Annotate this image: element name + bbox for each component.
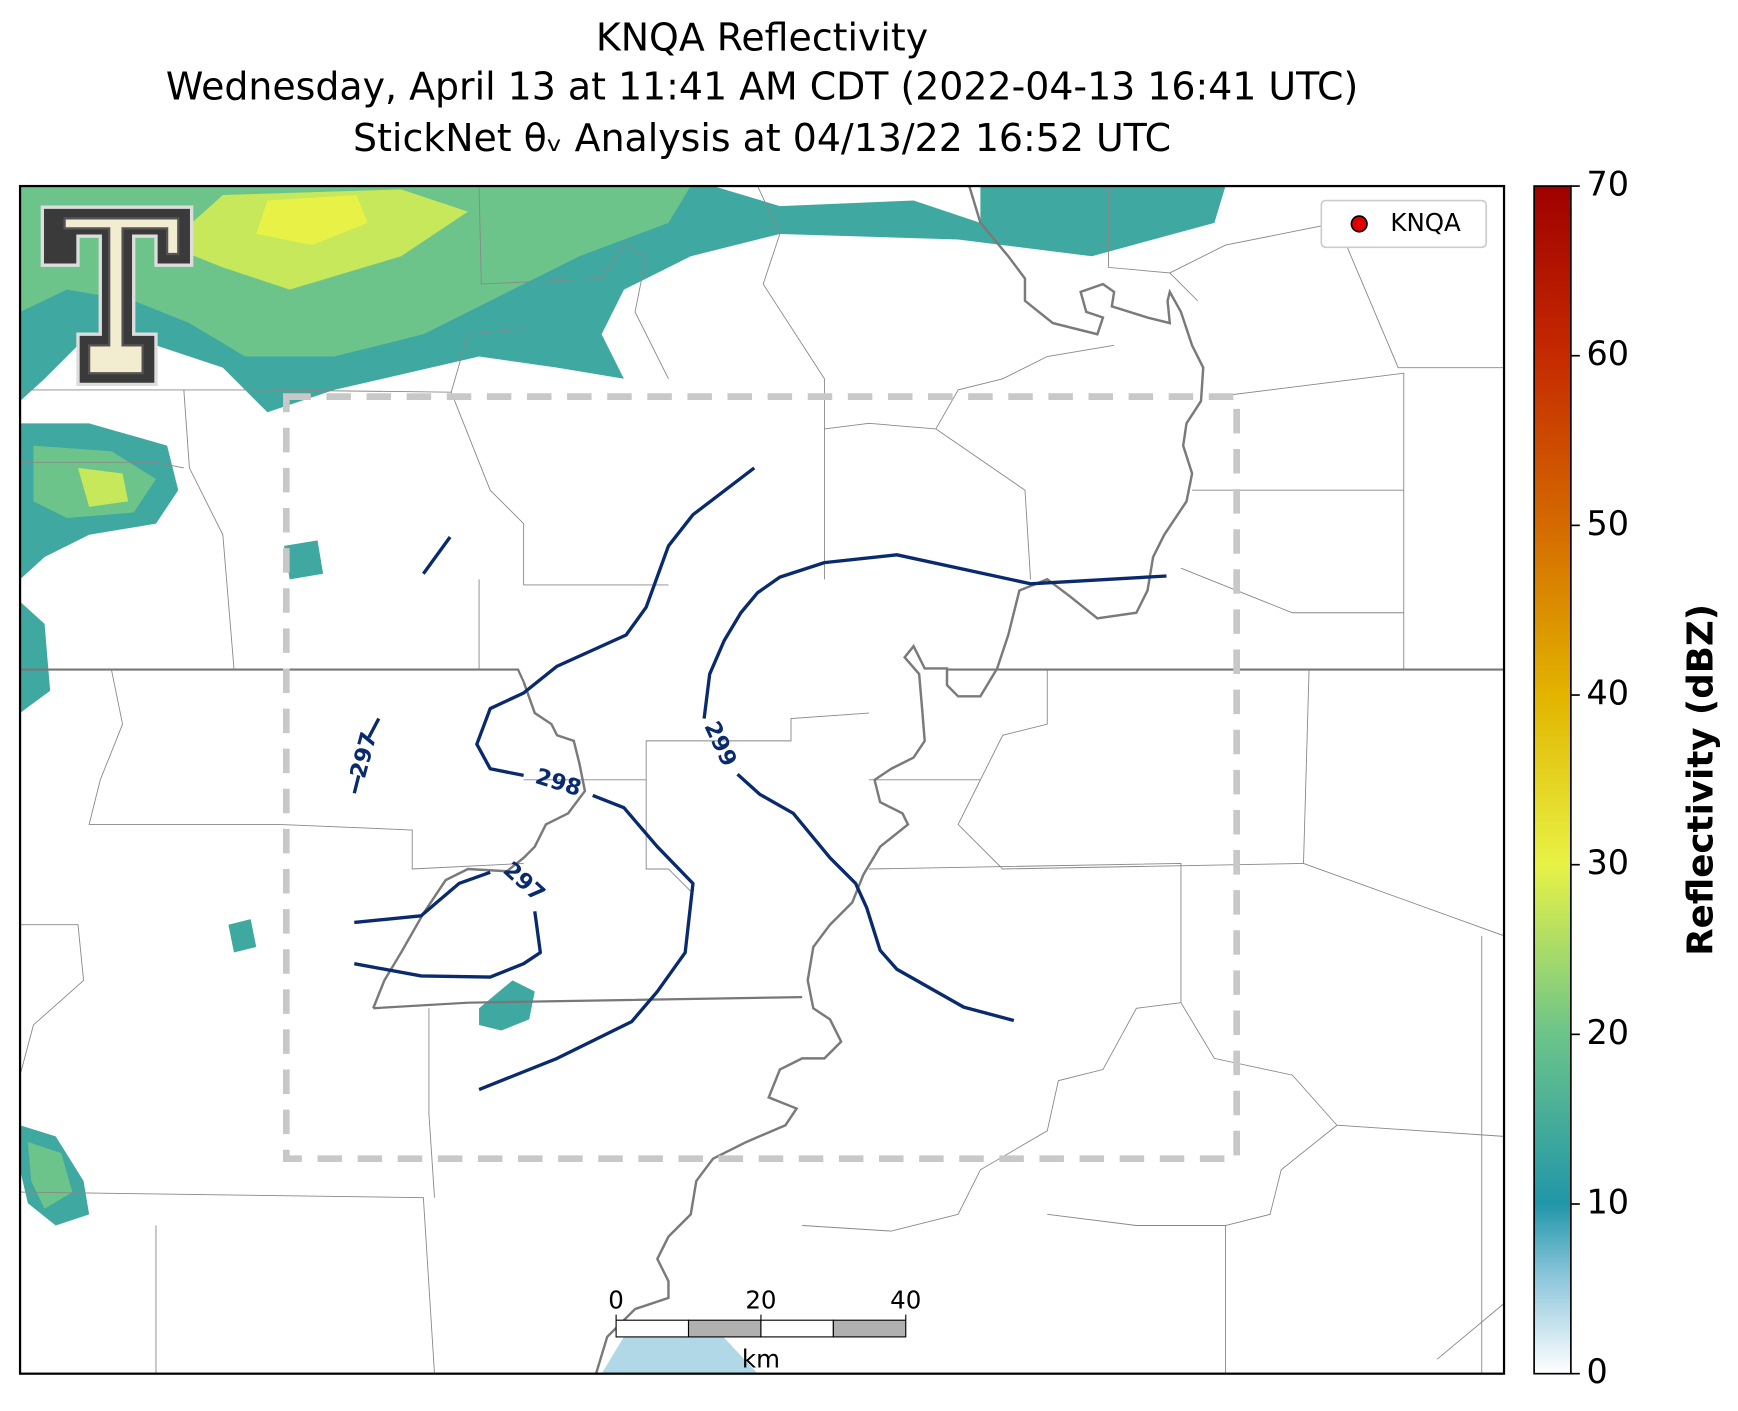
colorbar-tick-label: 70 <box>1586 165 1629 204</box>
scale-tick-label: 0 <box>608 1285 624 1314</box>
legend-label: KNQA <box>1390 208 1461 237</box>
scale-segment <box>615 1319 690 1338</box>
county-lines <box>20 186 1505 1374</box>
contour-line <box>475 466 756 1092</box>
scale-segment <box>760 1319 834 1338</box>
scale-tick-label: 40 <box>890 1285 921 1314</box>
legend-marker <box>1350 215 1368 233</box>
river <box>594 186 1205 1374</box>
scale-tick-label: 20 <box>745 1285 776 1314</box>
colorbar: Reflectivity (dBZ) 0 10 20 30 40 50 60 70 <box>1533 165 1721 1391</box>
contour-line <box>702 553 1167 1023</box>
legend-box <box>1320 199 1488 249</box>
river <box>372 681 587 1009</box>
subtitle: StickNet θᵥ Analysis at 04/13/22 16:52 U… <box>353 116 1171 160</box>
colorbar-gradient <box>1533 185 1572 1375</box>
title: KNQA Reflectivity <box>596 16 928 60</box>
scale-segment <box>832 1319 907 1338</box>
scale-unit: km <box>742 1344 780 1373</box>
colorbar-tick-label: 20 <box>1586 1013 1629 1052</box>
colorbar-tick-label: 30 <box>1586 843 1629 882</box>
colorbar-label: Reflectivity (dBZ) <box>1680 604 1721 956</box>
colorbar-tick-label: 10 <box>1586 1183 1629 1222</box>
contour-line <box>352 717 381 794</box>
colorbar-tick-label: 50 <box>1586 504 1629 543</box>
contour-line <box>422 536 452 575</box>
logo <box>40 205 194 387</box>
analysis-domain <box>282 393 1240 1162</box>
state-boundaries <box>20 668 1505 1010</box>
map-frame <box>18 184 1506 1375</box>
scale-segment <box>687 1319 762 1338</box>
colorbar-tick-label: 60 <box>1586 334 1629 373</box>
scale-bar: 0 20 40 km <box>608 1285 921 1373</box>
colorbar-tick-label: 40 <box>1586 674 1629 713</box>
colorbar-tick-label: 0 <box>1586 1352 1607 1391</box>
subtitle: Wednesday, April 13 at 11:41 AM CDT (202… <box>166 65 1358 109</box>
contour-line <box>353 870 543 979</box>
legend: KNQA <box>1320 199 1488 249</box>
